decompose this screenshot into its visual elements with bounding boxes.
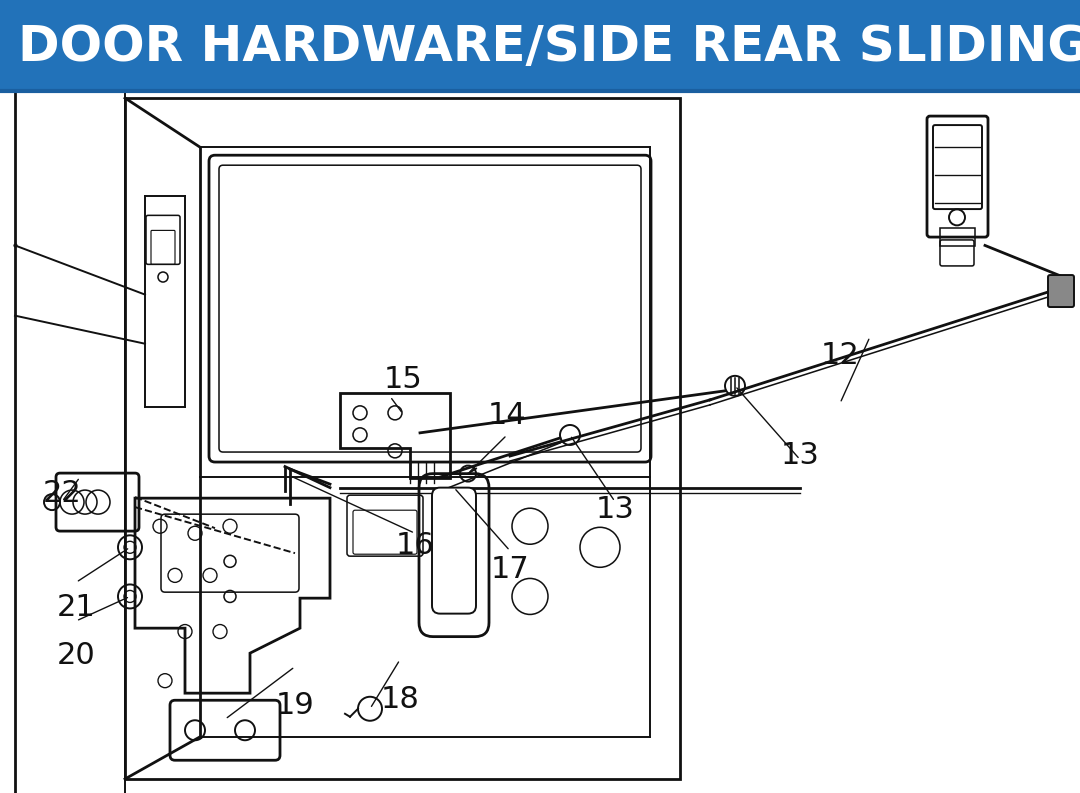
Text: 22: 22 bbox=[42, 480, 81, 508]
FancyBboxPatch shape bbox=[432, 488, 476, 614]
Text: 20: 20 bbox=[56, 641, 95, 669]
Text: 16: 16 bbox=[395, 531, 434, 560]
Text: 19: 19 bbox=[275, 691, 314, 719]
FancyBboxPatch shape bbox=[1048, 275, 1074, 307]
Bar bbox=[940, 228, 975, 246]
Text: 17: 17 bbox=[490, 556, 529, 584]
Text: 14: 14 bbox=[488, 400, 526, 430]
Text: 18: 18 bbox=[380, 685, 419, 714]
Text: 13: 13 bbox=[781, 440, 820, 469]
Bar bbox=[0, 91, 1080, 793]
Text: 12: 12 bbox=[821, 340, 860, 370]
Text: DOOR HARDWARE/SIDE REAR SLIDING PAR...: DOOR HARDWARE/SIDE REAR SLIDING PAR... bbox=[18, 23, 1080, 71]
Text: 21: 21 bbox=[56, 592, 95, 622]
Bar bbox=[0, 0, 1080, 91]
Text: 15: 15 bbox=[383, 366, 422, 394]
Text: 13: 13 bbox=[595, 496, 634, 524]
